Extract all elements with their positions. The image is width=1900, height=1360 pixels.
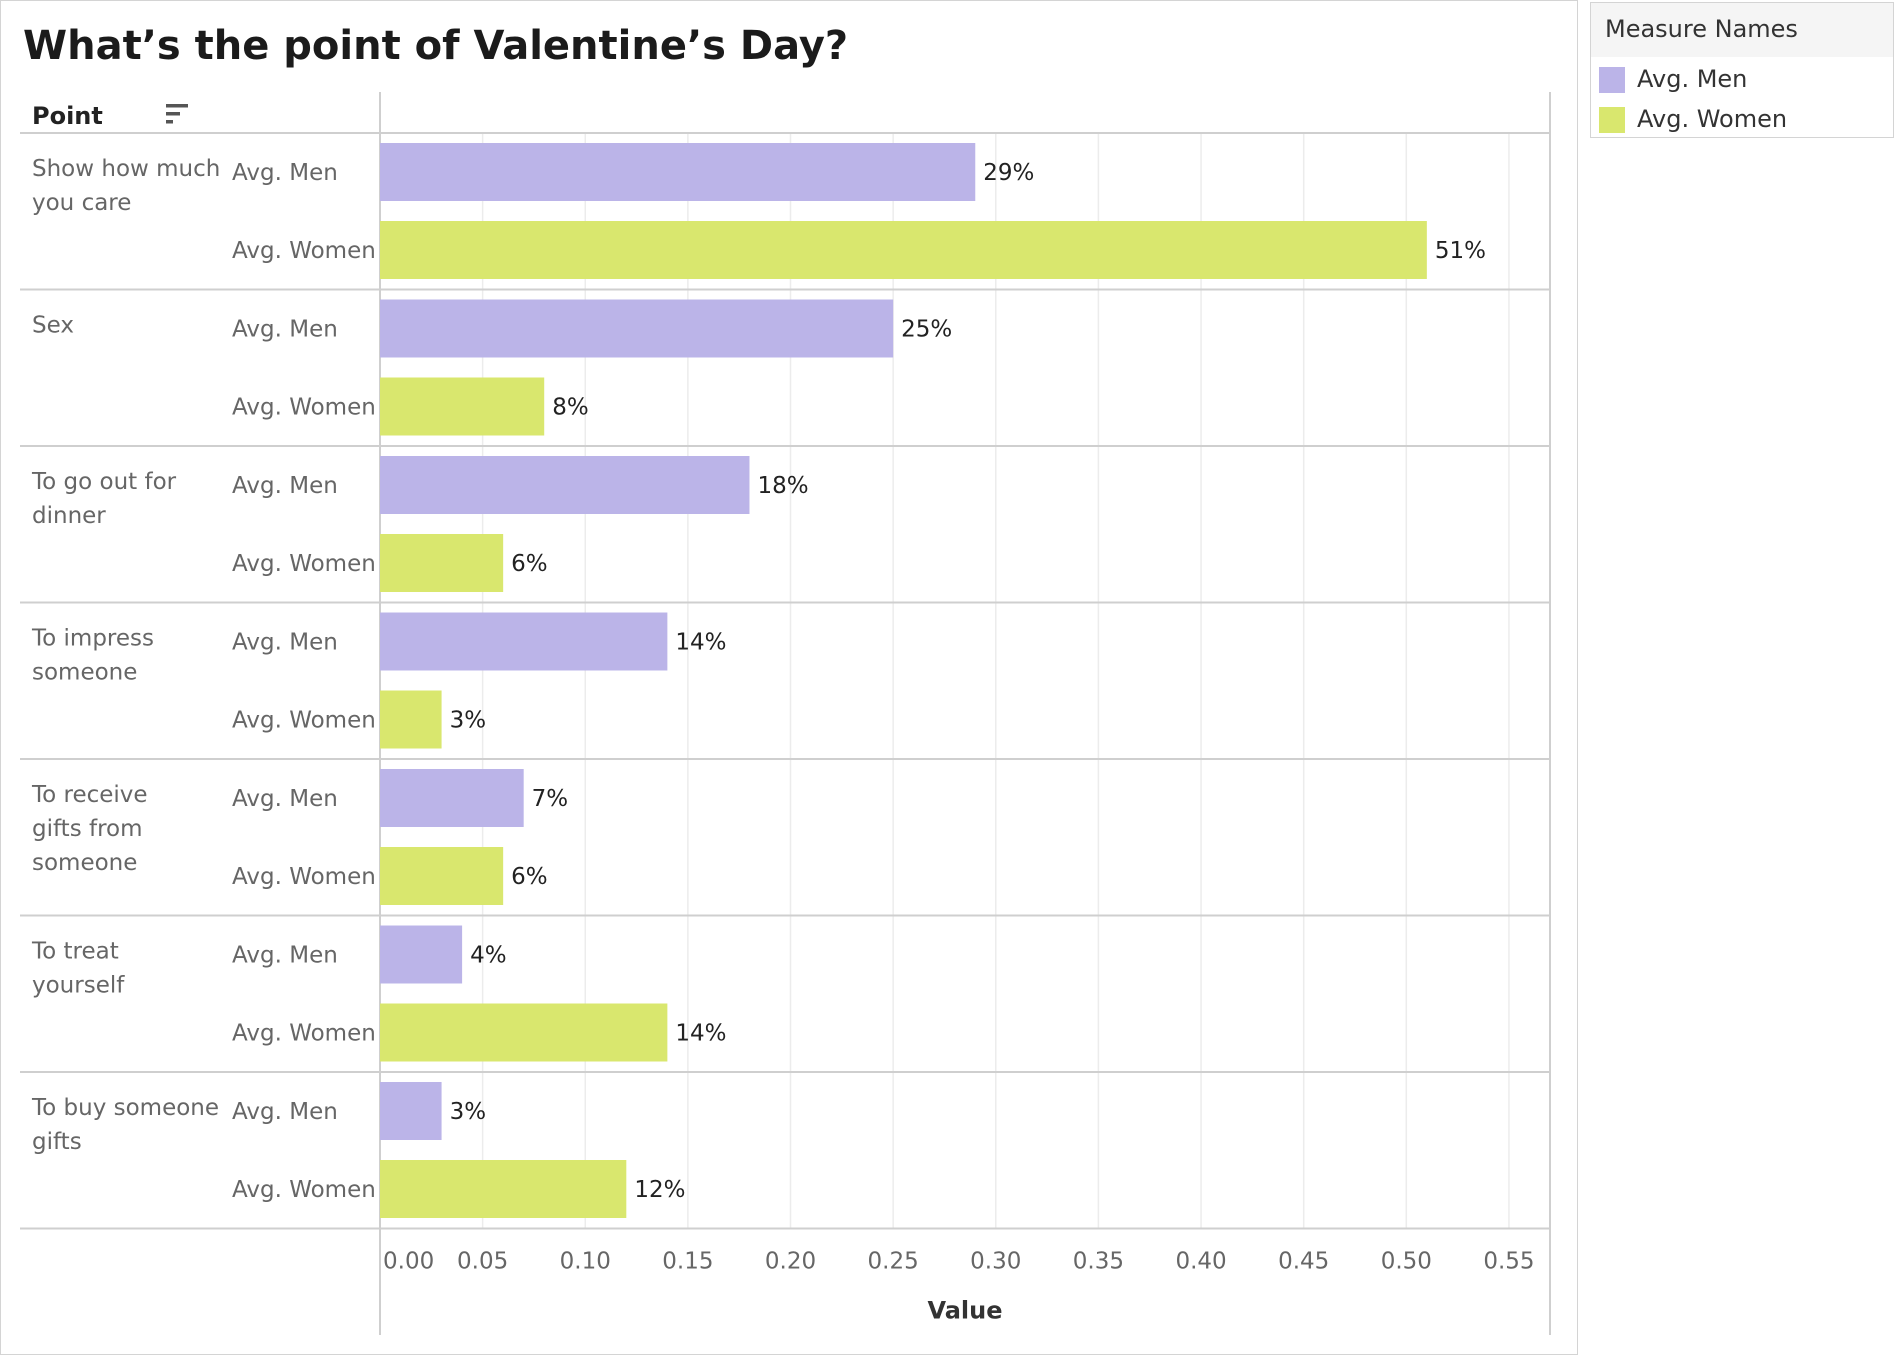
measure-label: Avg. Women — [232, 238, 376, 264]
row-label: To impress someone — [31, 626, 154, 686]
data-label: 14% — [675, 630, 726, 656]
bar[interactable] — [380, 534, 504, 592]
measure-label: Avg. Men — [232, 630, 338, 656]
measure-label: Avg. Men — [232, 943, 338, 969]
legend-swatch-men — [1599, 67, 1625, 93]
measure-label: Avg. Women — [232, 1021, 376, 1047]
legend-title: Measure Names — [1591, 3, 1893, 57]
legend-label-men: Avg. Men — [1637, 65, 1748, 93]
measure-label: Avg. Men — [232, 160, 338, 186]
chart-title: What’s the point of Valentine’s Day? — [23, 23, 849, 69]
bar[interactable] — [380, 690, 442, 749]
legend: Measure Names Avg. Men Avg. Women — [1590, 2, 1894, 138]
row-header-label: Point — [32, 102, 103, 130]
x-tick-label: 0.05 — [457, 1249, 508, 1275]
bar[interactable] — [380, 847, 504, 905]
measure-label: Avg. Men — [232, 1099, 338, 1125]
bar[interactable] — [380, 769, 524, 827]
bar[interactable] — [380, 925, 463, 984]
row-label: To buy someone gifts — [31, 1095, 219, 1155]
data-label: 12% — [634, 1177, 685, 1203]
row-label: To treat yourself — [31, 939, 125, 999]
sort-icon[interactable] — [166, 104, 188, 124]
data-label: 3% — [450, 708, 487, 734]
data-label: 25% — [901, 317, 952, 343]
legend-swatch-women — [1599, 107, 1625, 133]
x-tick-label: 0.20 — [765, 1249, 816, 1275]
bar[interactable] — [380, 377, 545, 436]
bar[interactable] — [380, 612, 668, 671]
measure-label: Avg. Women — [232, 551, 376, 577]
data-label: 8% — [552, 395, 589, 421]
data-label: 3% — [450, 1099, 487, 1125]
data-label: 51% — [1435, 238, 1486, 264]
data-label: 6% — [511, 864, 548, 890]
data-label: 4% — [470, 943, 507, 969]
x-axis-title: Value — [927, 1297, 1002, 1325]
measure-label: Avg. Women — [232, 395, 376, 421]
bar[interactable] — [380, 221, 1427, 279]
x-tick-label: 0.25 — [868, 1249, 919, 1275]
x-tick-label: 0.55 — [1483, 1249, 1534, 1275]
x-tick-label: 0.40 — [1175, 1249, 1226, 1275]
row-label: Sex — [32, 313, 74, 339]
measure-label: Avg. Men — [232, 473, 338, 499]
bar[interactable] — [380, 1003, 668, 1062]
x-tick-label: 0.15 — [662, 1249, 713, 1275]
bar[interactable] — [380, 1160, 627, 1218]
x-tick-label: 0.35 — [1073, 1249, 1124, 1275]
data-label: 6% — [511, 551, 548, 577]
measure-label: Avg. Men — [232, 317, 338, 343]
data-label: 18% — [757, 473, 808, 499]
data-label: 14% — [675, 1021, 726, 1047]
measure-label: Avg. Women — [232, 864, 376, 890]
row-label: To receive gifts from someone — [31, 782, 148, 876]
data-label: 7% — [532, 786, 569, 812]
x-tick-label: 0.45 — [1278, 1249, 1329, 1275]
x-tick-label: 0.50 — [1381, 1249, 1432, 1275]
x-tick-label: 0.10 — [560, 1249, 611, 1275]
bar-chart: Point Show how much you care Avg. Men 29% Avg… — [20, 92, 1551, 1335]
bar[interactable] — [380, 456, 750, 514]
data-label: 29% — [983, 160, 1034, 186]
row-label: To go out for dinner — [31, 469, 177, 529]
row-label: Show how much you care — [32, 156, 220, 216]
measure-label: Avg. Women — [232, 708, 376, 734]
measure-label: Avg. Men — [232, 786, 338, 812]
x-tick-label: 0.30 — [970, 1249, 1021, 1275]
x-tick-label: 0.00 — [383, 1249, 434, 1275]
bar[interactable] — [380, 299, 894, 358]
measure-label: Avg. Women — [232, 1177, 376, 1203]
legend-label-women: Avg. Women — [1637, 105, 1788, 133]
bar[interactable] — [380, 143, 976, 201]
bar[interactable] — [380, 1082, 442, 1140]
